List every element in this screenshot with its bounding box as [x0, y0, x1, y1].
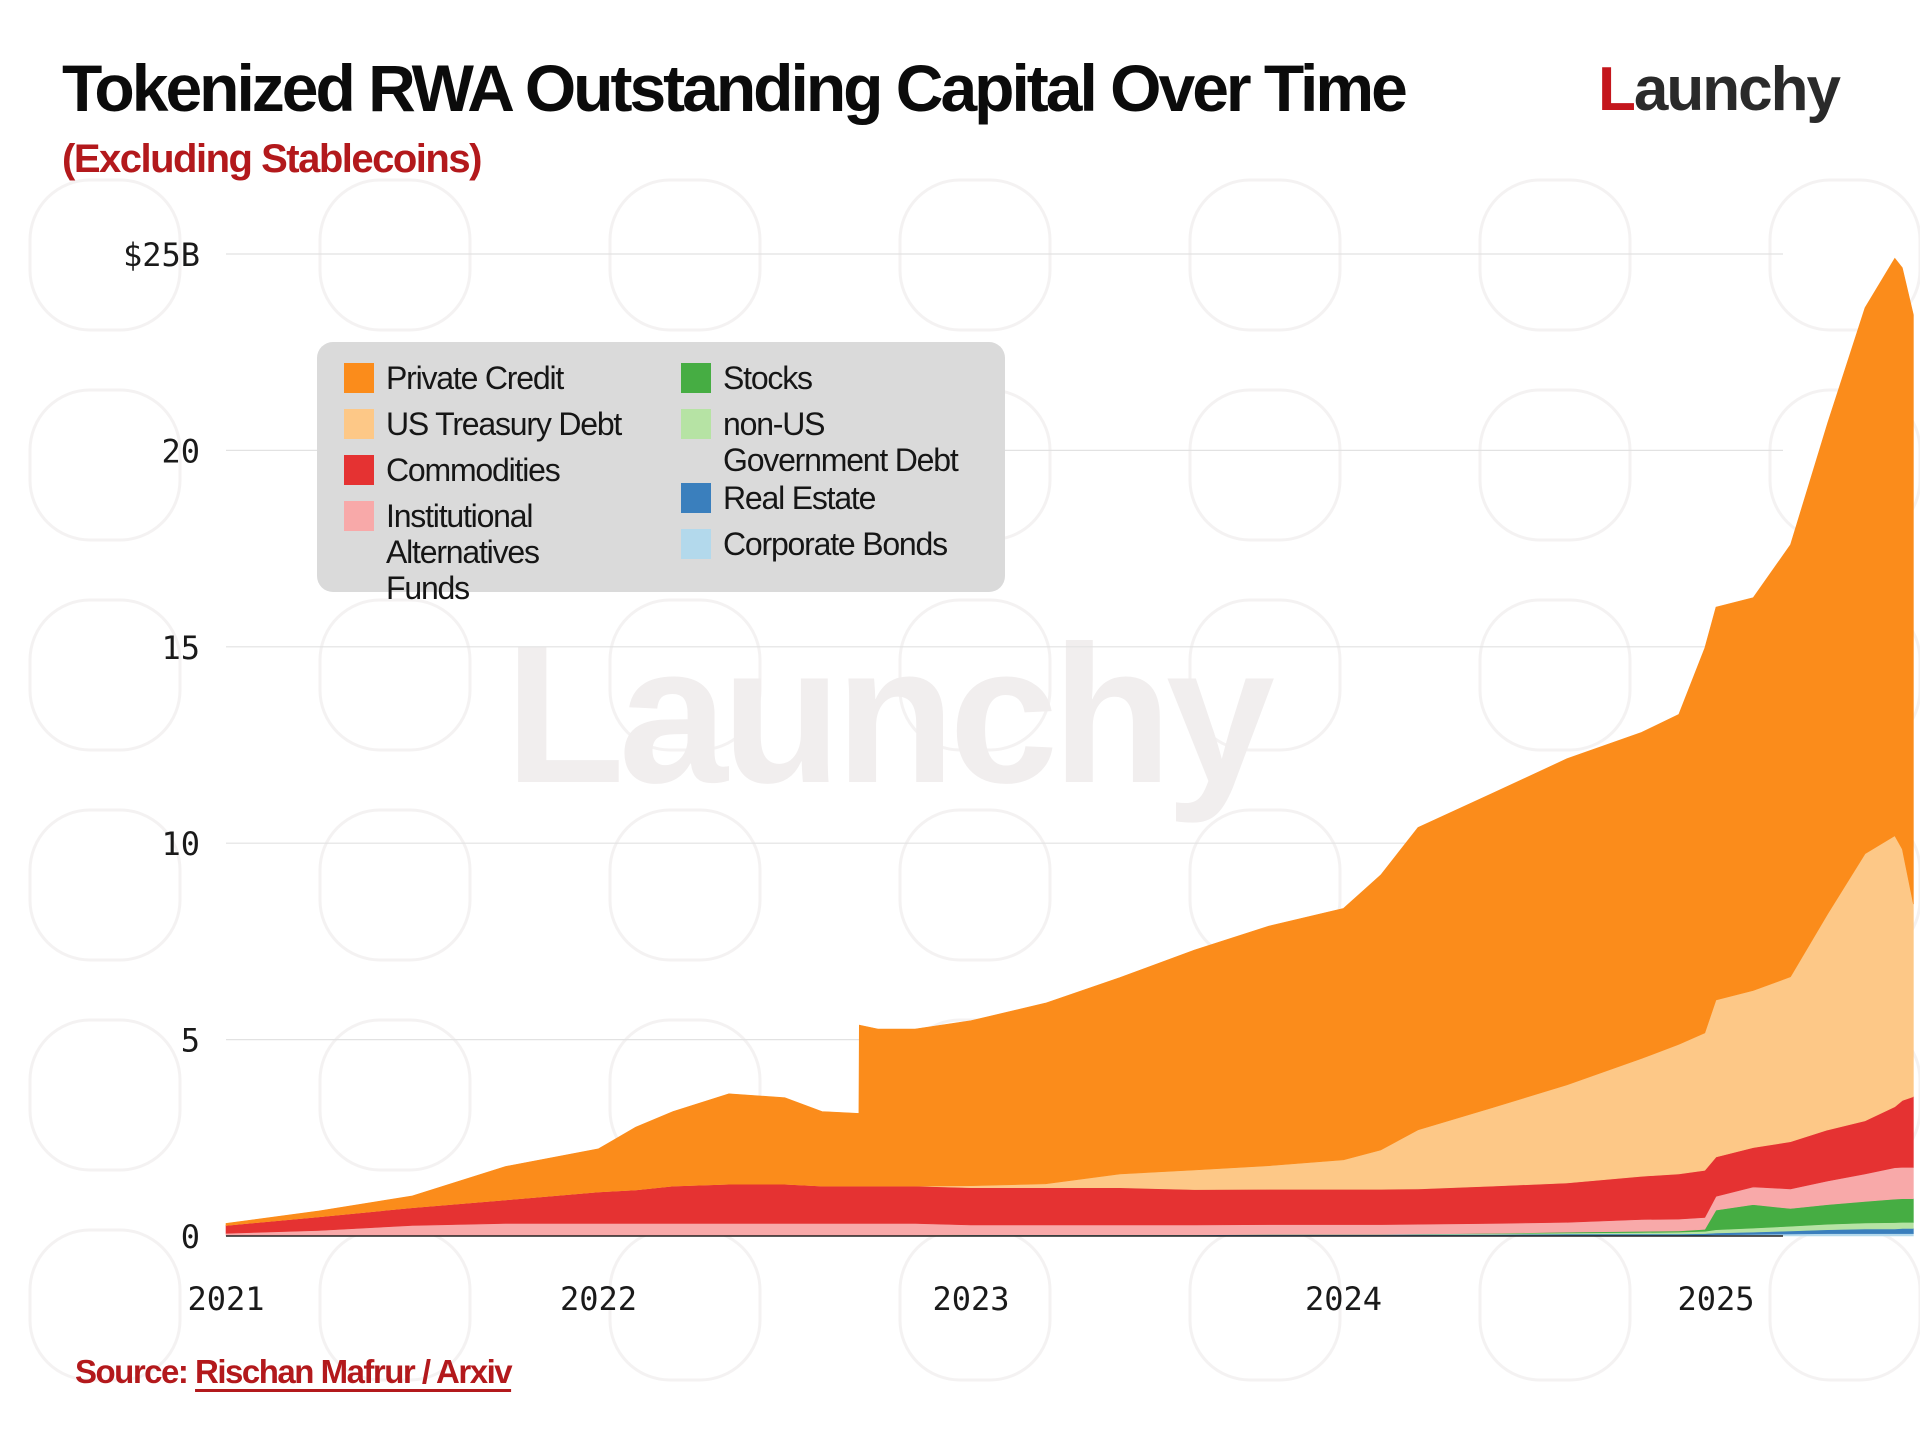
y-tick-label: 20 [161, 432, 200, 470]
background-shape [1188, 178, 1342, 332]
background-shape [898, 598, 1052, 752]
legend-item: Private Credit [344, 360, 656, 396]
background-shape [318, 808, 472, 962]
legend-label: Private Credit [386, 360, 564, 396]
page-subtitle: (Excluding Stablecoins) [62, 137, 482, 181]
y-tick-label: 0 [181, 1218, 200, 1256]
legend-label: Real Estate [723, 480, 876, 516]
page-title: Tokenized RWA Outstanding Capital Over T… [62, 51, 1408, 125]
y-tick-label: $25B [123, 236, 200, 274]
legend-swatch [681, 529, 711, 559]
background-shape [28, 388, 182, 542]
legend-item: Commodities [344, 452, 656, 488]
legend-swatch [344, 363, 374, 393]
logo-initial: L [1598, 55, 1636, 124]
brand-logo: Launchy [1598, 55, 1841, 124]
background-shape [898, 808, 1052, 962]
legend-item: non-US Government Debt [681, 406, 993, 478]
background-shape [1478, 388, 1632, 542]
background-shape [1478, 1228, 1632, 1382]
background-shape [1478, 598, 1632, 752]
background-shape [1188, 598, 1342, 752]
source-label: Source: [75, 1353, 189, 1390]
legend-swatch [344, 409, 374, 439]
legend-label: non-US Government Debt [723, 406, 959, 478]
background-shape [1188, 388, 1342, 542]
background-shape [898, 178, 1052, 332]
background-shape [608, 598, 762, 752]
background-shape [28, 598, 182, 752]
background-shape [1768, 1228, 1920, 1382]
legend-label: Institutional Alternatives Funds [386, 498, 540, 606]
y-tick-label: 5 [181, 1022, 200, 1060]
legend-label: Commodities [386, 452, 561, 488]
legend-item: Stocks [681, 360, 993, 396]
legend-swatch [681, 363, 711, 393]
legend-swatch [681, 409, 711, 439]
background-shape [28, 178, 182, 332]
x-tick-label: 2023 [932, 1280, 1009, 1318]
watermark: Launchy [505, 605, 1274, 824]
background-shape [28, 1228, 182, 1382]
background-shape [318, 1018, 472, 1172]
legend-label: US Treasury Debt [386, 406, 622, 442]
x-tick-label: 2025 [1677, 1280, 1754, 1318]
legend-item: Real Estate [681, 480, 993, 516]
legend-swatch [344, 455, 374, 485]
source-link[interactable]: Rischan Mafrur / Arxiv [195, 1353, 513, 1390]
legend-label: Corporate Bonds [723, 526, 948, 562]
background-shape [28, 808, 182, 962]
legend-swatch [681, 483, 711, 513]
legend: Private Credit US Treasury Debt Commodit… [317, 342, 1005, 606]
background-shape [1768, 178, 1920, 332]
x-tick-label: 2022 [560, 1280, 637, 1318]
background-shape [318, 598, 472, 752]
background-shape [1478, 178, 1632, 332]
legend-item: US Treasury Debt [344, 406, 656, 442]
legend-item: Institutional Alternatives Funds [344, 498, 616, 606]
background-shape [608, 808, 762, 962]
background-shape [608, 178, 762, 332]
legend-item: Corporate Bonds [681, 526, 993, 562]
logo-rest: aunchy [1633, 55, 1841, 124]
y-axis-ticks: 0 5 10 15 20 $25B [123, 236, 200, 1256]
area-private-credit [225, 257, 1914, 1226]
x-axis-ticks: 2021 2022 2023 2024 2025 [187, 1280, 1754, 1318]
legend-label: Stocks [723, 360, 813, 396]
background-shape [28, 1018, 182, 1172]
y-tick-label: 15 [161, 629, 200, 667]
legend-swatch [344, 501, 374, 531]
background-shape [318, 178, 472, 332]
source-credit: Source: Rischan Mafrur / Arxiv [75, 1352, 513, 1392]
y-tick-label: 10 [161, 825, 200, 863]
x-tick-label: 2024 [1305, 1280, 1382, 1318]
x-tick-label: 2021 [187, 1280, 264, 1318]
